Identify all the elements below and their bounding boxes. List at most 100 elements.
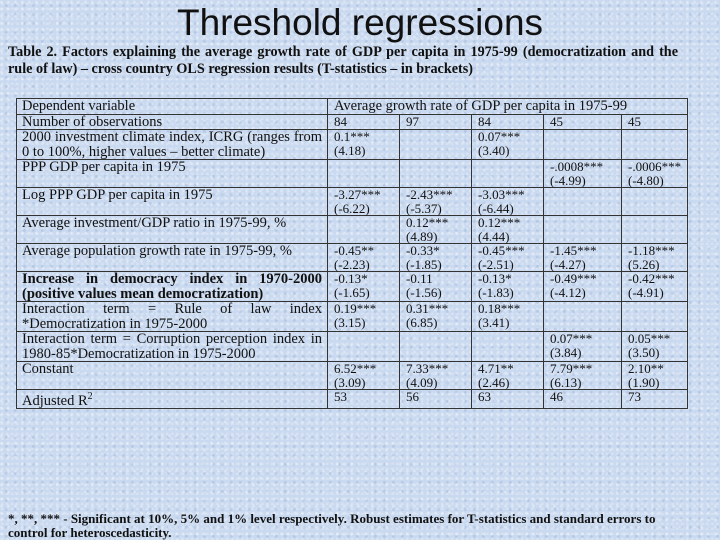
table-row: Average investment/GDP ratio in 1975-99,… [16, 215, 689, 244]
obs-value: 97 [399, 113, 472, 130]
coefficient-cell: 0.12*** (4.89) [399, 215, 472, 244]
coefficient-cell [620, 129, 689, 160]
coefficient-cell [620, 215, 689, 244]
coefficient-cell: -0.13* (-1.83) [471, 271, 544, 302]
t-statistic: (-1.65) [334, 284, 370, 300]
coefficient-cell: -0.13* (-1.65) [327, 271, 400, 302]
coefficient-cell: -.0008*** (-4.99) [543, 159, 622, 188]
coefficient-value: -0.33* [406, 243, 440, 258]
row-label: Constant [16, 361, 328, 390]
coefficient-cell [399, 331, 472, 362]
r2-label-text: Adjusted R [22, 392, 88, 409]
table-row: Interaction term = Corruption perception… [16, 331, 689, 362]
table-caption: Table 2. Factors explaining the average … [8, 44, 678, 77]
table-row: Constant 6.52*** (3.09) 7.33*** (4.09) 4.71**… [16, 361, 689, 390]
coefficient-value: 7.33*** [406, 361, 449, 376]
coefficient-cell: -3.03*** (-6.44) [471, 187, 544, 216]
obs-value: 45 [543, 113, 622, 130]
coefficient-cell [471, 331, 544, 362]
t-statistic: (3.50) [628, 344, 660, 360]
t-statistic: (-6.22) [334, 200, 370, 216]
row-label: Interaction term = Corruption perception… [16, 331, 328, 362]
footnote: *, **, *** - Significant at 10%, 5% and … [8, 511, 656, 540]
coefficient-cell: -1.45*** (-4.27) [543, 243, 622, 272]
coefficient-value: 0.07*** [550, 331, 593, 346]
t-statistic: (3.09) [334, 374, 366, 390]
coefficient-value: 7.79*** [550, 361, 593, 376]
r2-superscript: 2 [87, 391, 93, 402]
dependent-row: Dependent variable Average growth rate o… [16, 98, 689, 115]
t-statistic: (4.09) [406, 374, 438, 390]
coefficient-cell: -0.49*** (-4.12) [543, 271, 622, 302]
t-statistic: (5.26) [628, 256, 660, 272]
r2-value: 53 [327, 388, 400, 410]
dependent-label: Dependent variable [16, 98, 328, 115]
coefficient-value: -0.45*** [478, 243, 525, 258]
obs-value: 84 [327, 113, 400, 130]
coefficient-cell: 0.12*** (4.44) [471, 215, 544, 244]
table-row: Increase in democracy index in 1970-2000… [16, 271, 689, 302]
t-statistic: (-5.37) [406, 200, 442, 216]
coefficient-cell: 0.1*** (4.18) [327, 129, 400, 160]
coefficient-cell: -2.43*** (-5.37) [399, 187, 472, 216]
row-label: Interaction term = Rule of law index *De… [16, 301, 328, 332]
coefficient-cell [543, 301, 622, 332]
t-statistic: (-1.56) [406, 284, 442, 300]
coefficient-value: 0.31*** [406, 301, 449, 316]
coefficient-value: -0.11 [406, 271, 433, 286]
coefficient-cell [471, 159, 544, 188]
t-statistic: (3.41) [478, 314, 510, 330]
coefficient-cell: -0.45*** (-2.51) [471, 243, 544, 272]
t-statistic: (-1.83) [478, 284, 514, 300]
t-statistic: (-4.91) [628, 284, 664, 300]
coefficient-value: -0.13* [478, 271, 512, 286]
coefficient-cell [620, 187, 689, 216]
coefficient-value: -3.03*** [478, 187, 525, 202]
observations-label: Number of observations [16, 113, 328, 130]
coefficient-value: -3.27*** [334, 187, 381, 202]
coefficient-cell: 2.10** (1.90) [620, 361, 689, 390]
coefficient-value: 0.05*** [628, 331, 671, 346]
t-statistic: (4.44) [478, 228, 510, 244]
coefficient-cell [543, 215, 622, 244]
coefficient-value: 0.12*** [478, 215, 521, 230]
coefficient-cell: 0.19*** (3.15) [327, 301, 400, 332]
coefficient-cell [399, 159, 472, 188]
r2-value: 56 [399, 388, 472, 410]
coefficient-value: -0.13* [334, 271, 368, 286]
r2-value: 73 [620, 388, 689, 410]
coefficient-value: 0.19*** [334, 301, 377, 316]
t-statistic: (-2.51) [478, 256, 514, 272]
coefficient-cell: 0.31*** (6.85) [399, 301, 472, 332]
coefficient-cell: 0.07*** (3.84) [543, 331, 622, 362]
t-statistic: (3.15) [334, 314, 366, 330]
coefficient-value: 0.12*** [406, 215, 449, 230]
coefficient-cell: -1.18*** (5.26) [620, 243, 689, 272]
coefficient-cell [327, 159, 400, 188]
coefficient-value: -0.45** [334, 243, 375, 258]
coefficient-value: -.0008*** [550, 159, 604, 174]
coefficient-value: 4.71** [478, 361, 514, 376]
t-statistic: (3.84) [550, 344, 582, 360]
coefficient-cell: -.0006*** (-4.80) [620, 159, 689, 188]
t-statistic: (1.90) [628, 374, 660, 390]
observations-row: Number of observations 84 97 84 45 45 [16, 113, 689, 130]
coefficient-value: -1.18*** [628, 243, 675, 258]
coefficient-value: 2.10** [628, 361, 664, 376]
row-label: PPP GDP per capita in 1975 [16, 159, 328, 188]
coefficient-cell: -0.11 (-1.56) [399, 271, 472, 302]
coefficient-value: 0.07*** [478, 129, 521, 144]
coefficient-value: -1.45*** [550, 243, 597, 258]
coefficient-cell [327, 215, 400, 244]
row-label: 2000 investment climate index, ICRG (ran… [16, 129, 328, 160]
coefficient-value: -.0006*** [628, 159, 682, 174]
row-label: Log PPP GDP per capita in 1975 [16, 187, 328, 216]
row-label: Average investment/GDP ratio in 1975-99,… [16, 215, 328, 244]
row-label: Adjusted R2 [16, 388, 328, 410]
coefficient-cell: 0.18*** (3.41) [471, 301, 544, 332]
t-statistic: (6.13) [550, 374, 582, 390]
coefficient-cell [327, 331, 400, 362]
obs-value: 45 [620, 113, 689, 130]
coefficient-cell: -0.33* (-1.85) [399, 243, 472, 272]
t-statistic: (4.18) [334, 142, 366, 158]
